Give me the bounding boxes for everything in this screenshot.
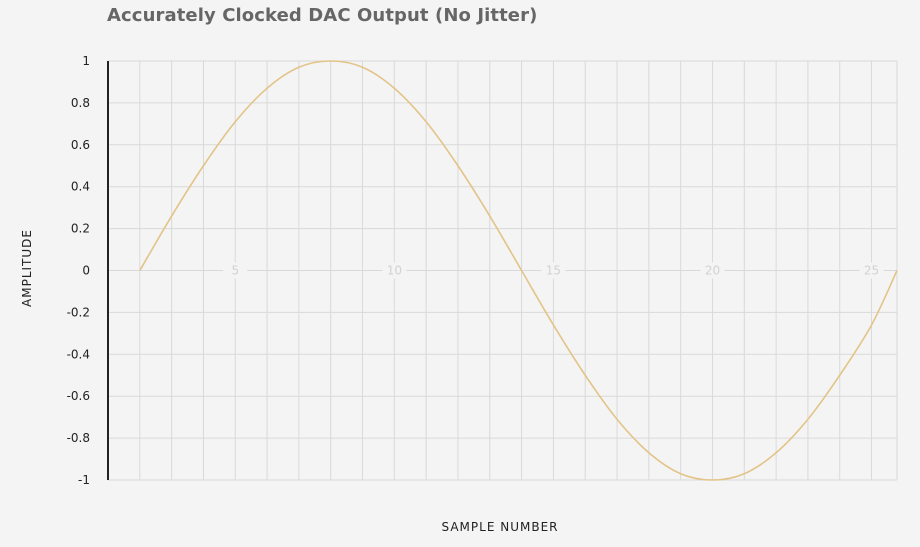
x-tick-label: 15: [546, 264, 561, 278]
y-tick-label: 0.6: [71, 138, 90, 152]
y-tick-labels: 1 0.8 0.6 0.4 0.2 0 -0.2 -0.4 -0.6 -0.8 -1: [67, 54, 90, 487]
series-layer: [139, 60, 898, 481]
x-tick-label: 25: [864, 264, 879, 278]
series-line: [139, 60, 898, 481]
y-tick-label: 0.8: [71, 96, 90, 110]
x-tick-label: 5: [231, 264, 239, 278]
y-tick-label: 0: [82, 264, 90, 278]
y-tick-label: -1: [78, 473, 90, 487]
x-tick-label-bg: [541, 262, 566, 279]
horizontal-gridlines: [108, 60, 897, 481]
x-tick-labels: 5 10 15 20 25: [223, 262, 884, 279]
y-tick-label: -0.8: [67, 431, 90, 445]
y-tick-label: 0.2: [71, 222, 90, 236]
y-axis-title: AMPLITUDE: [20, 229, 34, 307]
x-tick-label-bg: [859, 262, 884, 279]
x-tick-label: 20: [705, 264, 720, 278]
y-tick-label: -0.6: [67, 389, 90, 403]
y-tick-label: -0.4: [67, 347, 90, 361]
x-axis-title: SAMPLE NUMBER: [442, 520, 559, 534]
y-tick-label: -0.2: [67, 305, 90, 319]
y-tick-label: 1: [82, 54, 90, 68]
x-tick-label: 10: [387, 264, 402, 278]
chart-title: Accurately Clocked DAC Output (No Jitter…: [107, 5, 538, 26]
y-tick-label: 0.4: [71, 180, 90, 194]
x-tick-label-bg: [382, 262, 407, 279]
x-tick-label-bg: [223, 262, 248, 279]
x-tick-label-bg: [700, 262, 725, 279]
